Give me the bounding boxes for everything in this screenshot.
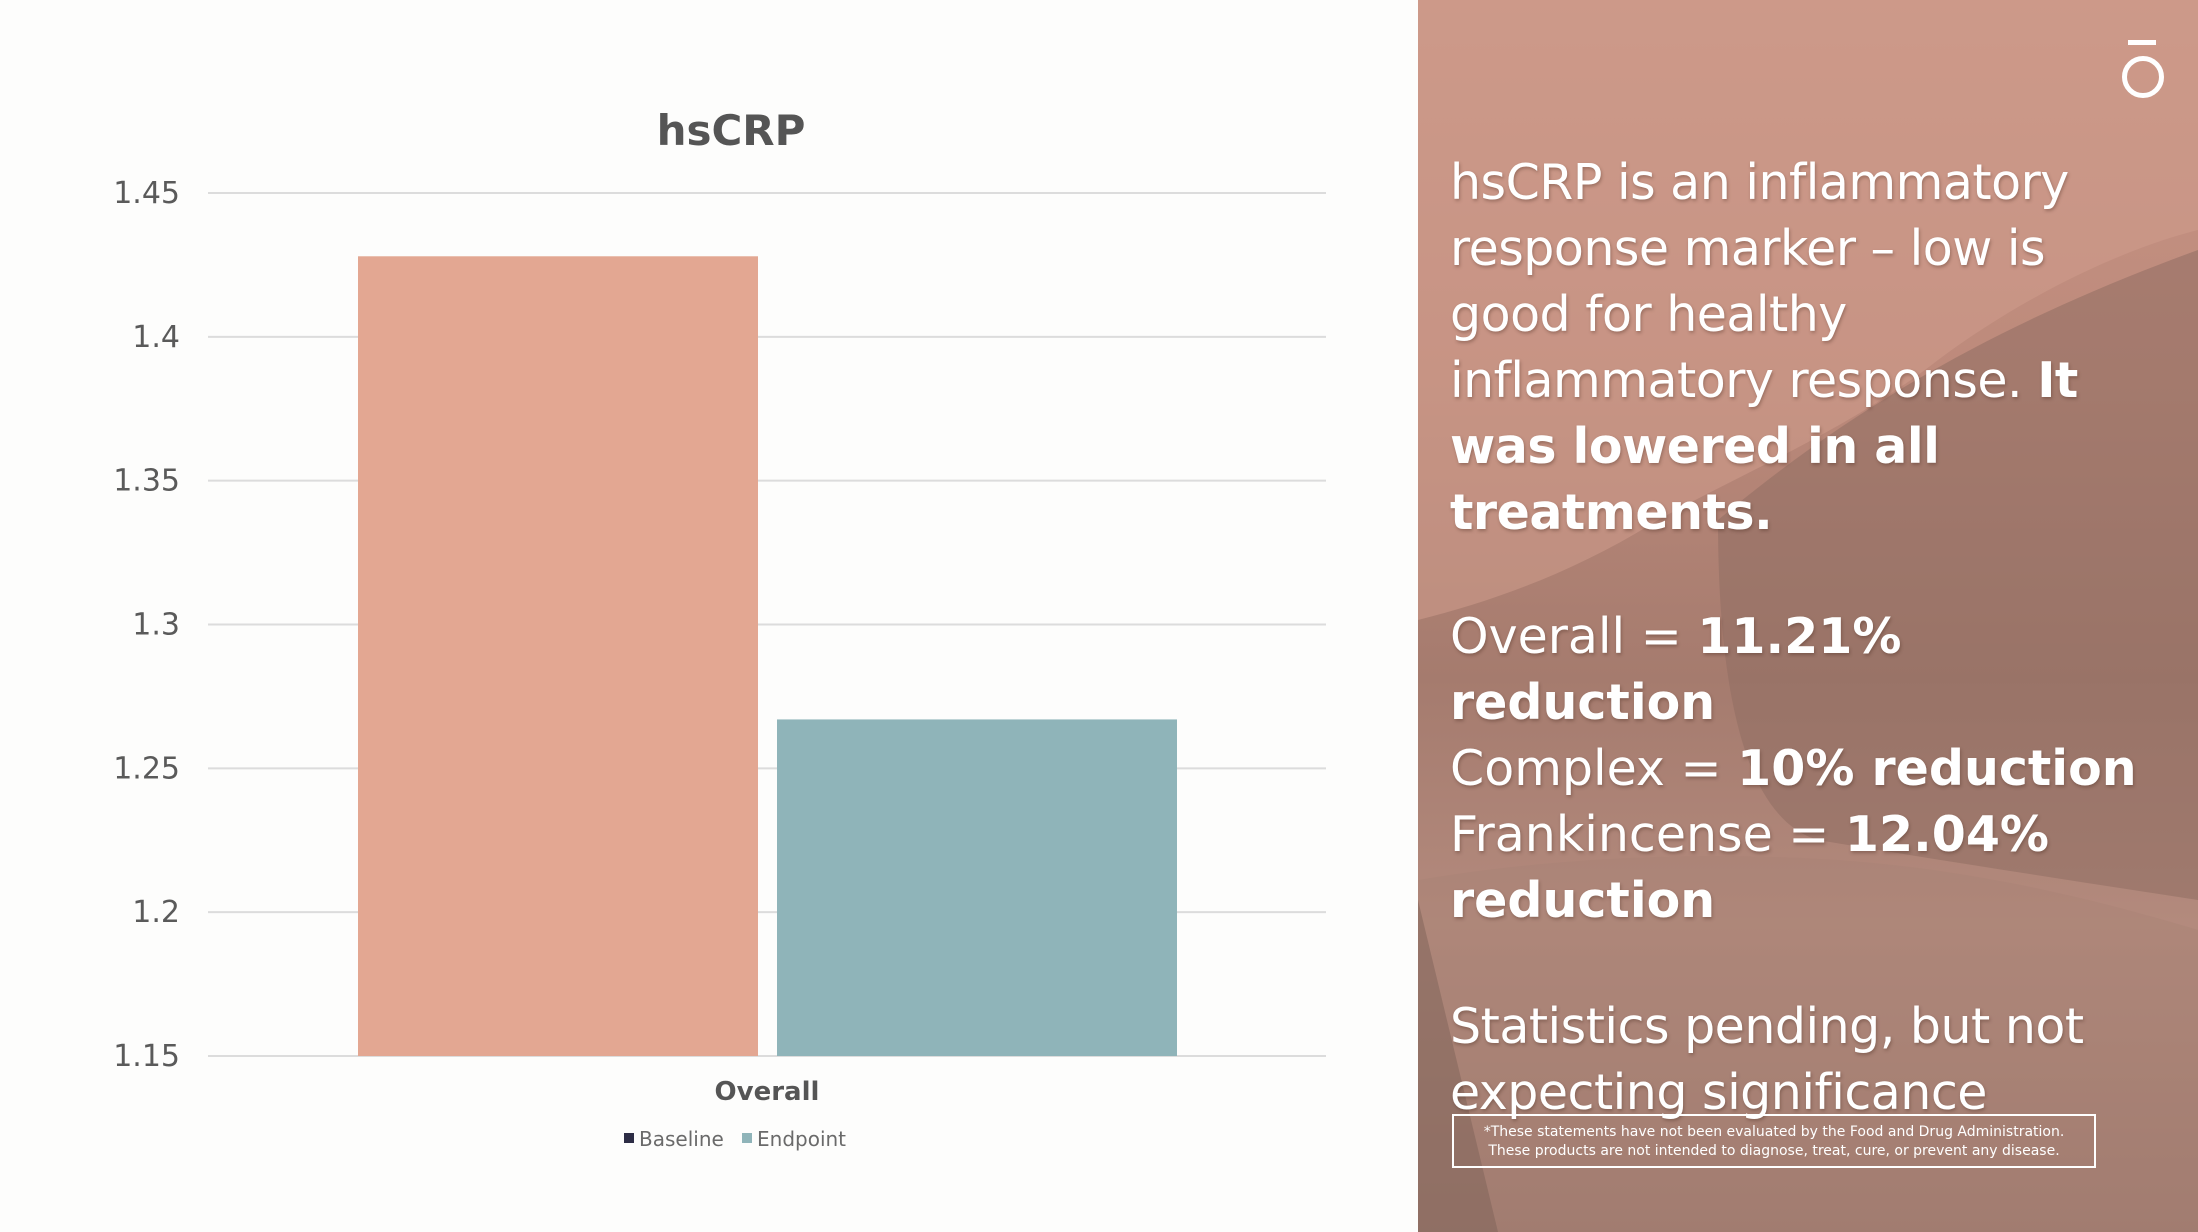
stat-frankincense-label: Frankincense = xyxy=(1450,806,1845,863)
disclaimer-line-2: These products are not intended to diagn… xyxy=(1488,1143,2060,1159)
mountain-landscape-background xyxy=(1418,0,2198,1232)
y-tick-label-3: 1.3 xyxy=(132,608,180,643)
intro-bold-text: It was lowered in all treatments. xyxy=(1450,352,2078,541)
chart-title: hsCRP xyxy=(657,106,806,155)
stat-frankincense-value: 12.04% reduction xyxy=(1450,806,2050,929)
pending-statement: Statistics pending, but not expecting si… xyxy=(1450,998,2084,1121)
y-tick-label-4: 1.25 xyxy=(113,751,180,786)
y-tick-label-0: 1.45 xyxy=(113,176,180,211)
stat-complex-value: 10% reduction xyxy=(1737,740,2137,797)
description-text-block: hsCRP is an inflammatory response marker… xyxy=(1450,150,2180,1126)
reduction-stats: Overall = 11.21% reduction Complex = 10%… xyxy=(1450,604,2180,934)
y-tick-label-6: 1.15 xyxy=(113,1039,180,1074)
x-category-label: Overall xyxy=(715,1077,820,1107)
stat-overall-label: Overall = xyxy=(1450,608,1698,665)
text-panel: hsCRP is an inflammatory response marker… xyxy=(1418,0,2198,1232)
hscrp-bar-chart: hsCRP 1.451.41.351.31.251.21.15 Overall … xyxy=(113,106,1326,1151)
bar-baseline xyxy=(358,256,758,1057)
stat-frankincense: Frankincense = 12.04% reduction xyxy=(1450,802,2180,934)
legend-label-baseline: Baseline xyxy=(639,1127,724,1151)
legend-label-endpoint: Endpoint xyxy=(757,1127,846,1151)
brand-logo-bar xyxy=(2128,40,2156,45)
y-tick-label-1: 1.4 xyxy=(132,320,180,355)
fda-disclaimer-box: *These statements have not been evaluate… xyxy=(1452,1114,2096,1168)
intro-paragraph: hsCRP is an inflammatory response marker… xyxy=(1450,150,2180,546)
bar-endpoint xyxy=(777,719,1177,1056)
y-tick-label-2: 1.35 xyxy=(113,464,180,499)
y-axis-ticks: 1.45 1.4 1.35 1.3 1.25 1.2 1.15 xyxy=(113,176,180,1074)
brand-o-logo-icon xyxy=(2122,40,2164,102)
stat-overall-value: 11.21% reduction xyxy=(1450,608,1902,731)
legend-swatch-endpoint xyxy=(742,1133,752,1143)
y-tick-label-5: 1.2 xyxy=(132,895,180,930)
intro-text: hsCRP is an inflammatory response marker… xyxy=(1450,154,2069,409)
brand-logo-ring xyxy=(2122,56,2164,98)
stat-complex-label: Complex = xyxy=(1450,740,1738,797)
disclaimer-line-1: *These statements have not been evaluate… xyxy=(1483,1124,2065,1140)
chart-panel: hsCRP 1.45 1.4 1.35 1.3 1.25 1.2 1.15 Overall … xyxy=(113,106,1326,1151)
stat-complex: Complex = 10% reduction xyxy=(1450,736,2180,802)
legend: Baseline Endpoint xyxy=(624,1127,846,1151)
legend-swatch-baseline xyxy=(624,1133,634,1143)
bars xyxy=(358,256,1177,1057)
stat-overall: Overall = 11.21% reduction xyxy=(1450,604,2180,736)
